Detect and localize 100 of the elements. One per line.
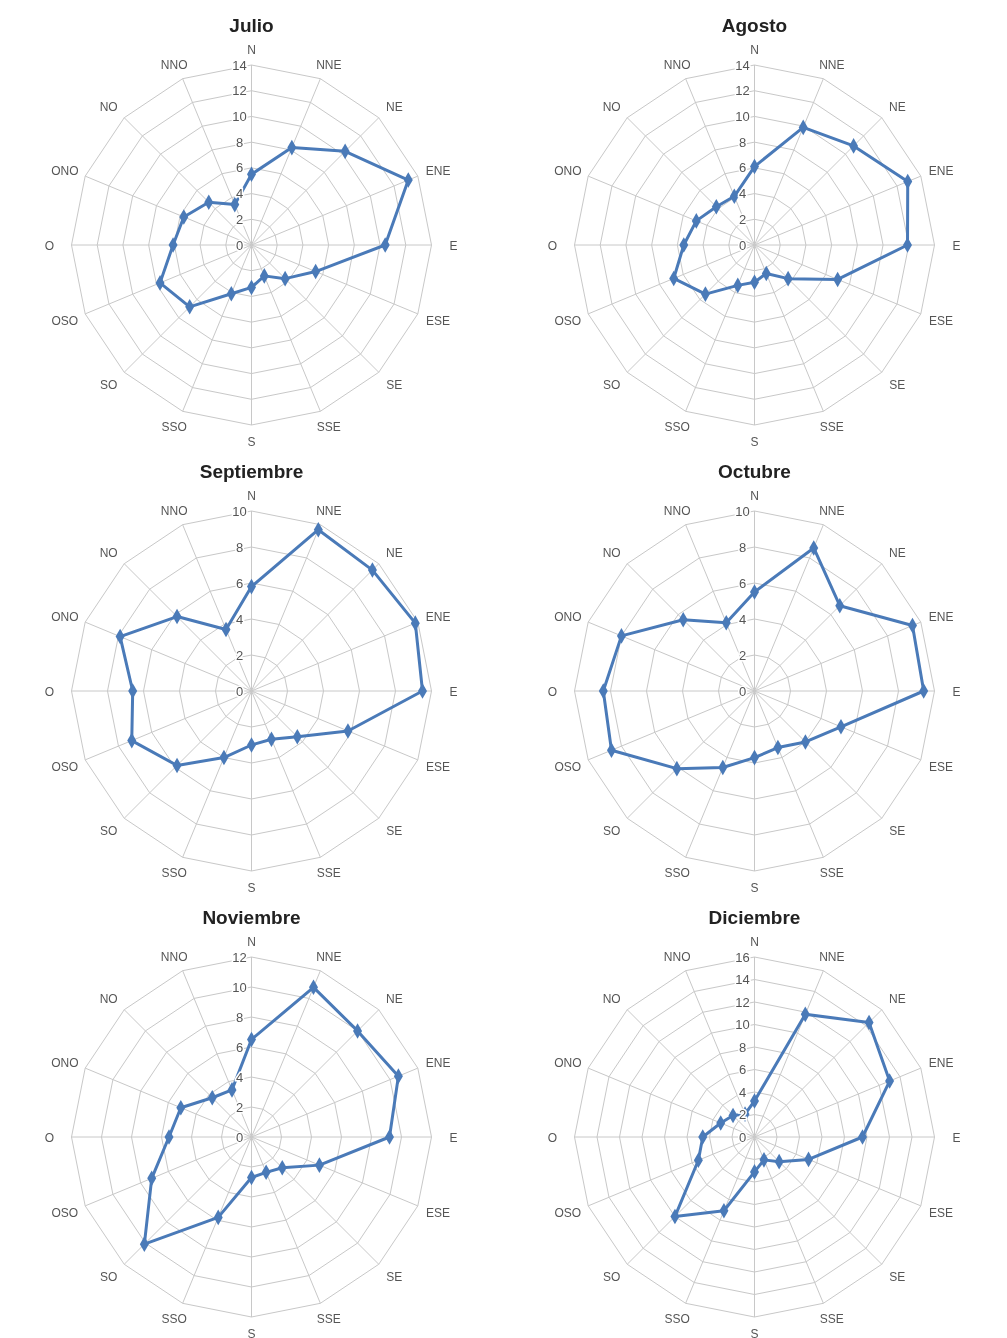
spoke-label: ESE	[929, 760, 954, 775]
spoke-label: S	[750, 435, 759, 449]
chart-title: Diciembre	[708, 907, 801, 928]
spoke-label: OSO	[51, 760, 79, 775]
spoke-label: S	[750, 1327, 759, 1338]
spoke-label: SE	[386, 1269, 403, 1284]
spoke-label: NNE	[316, 57, 342, 72]
spoke-label: ESE	[929, 1206, 954, 1221]
spoke-label: ENE	[928, 163, 954, 178]
y-tick-label: 2	[235, 1099, 244, 1115]
y-tick-label: 6	[235, 575, 244, 591]
y-tick-label: 14	[735, 57, 750, 73]
y-tick-label: 8	[738, 539, 747, 555]
spoke-label: ESE	[929, 314, 954, 329]
spoke-label: ONO	[51, 1055, 79, 1070]
y-tick-label: 6	[235, 1039, 244, 1055]
y-tick-label: 6	[738, 1062, 747, 1078]
y-tick-label: 12	[735, 994, 750, 1010]
y-tick-label: 14	[232, 57, 247, 73]
y-tick-label: 0	[235, 237, 244, 253]
spoke-label: NE	[386, 992, 403, 1007]
y-tick-label: 0	[235, 683, 244, 699]
spoke-label: NE	[889, 992, 906, 1007]
y-tick-label: 2	[738, 211, 747, 227]
spoke-label: ONO	[554, 609, 582, 624]
spoke-label: NNO	[160, 503, 188, 518]
y-tick-label: 2	[235, 647, 244, 663]
spoke-label: S	[247, 1327, 256, 1338]
y-tick-label: 6	[235, 160, 244, 176]
spoke-label: NNE	[819, 57, 845, 72]
spoke-label: ESE	[426, 314, 451, 329]
y-tick-label: 0	[738, 1129, 747, 1145]
spoke-label: E	[449, 239, 458, 253]
spoke-label: ESE	[426, 1206, 451, 1221]
spoke-label: O	[547, 1131, 558, 1145]
spoke-label: O	[547, 239, 558, 253]
spoke-label: N	[247, 935, 256, 949]
y-tick-label: 12	[232, 83, 247, 99]
spoke-label: SSO	[664, 866, 690, 881]
spoke-label: SO	[602, 823, 621, 838]
spoke-label: S	[750, 881, 759, 895]
spoke-label: NO	[99, 100, 118, 115]
spoke-label: ONO	[51, 163, 79, 178]
spoke-label: NE	[889, 100, 906, 115]
spoke-label: SSE	[819, 420, 844, 435]
spoke-label: N	[750, 43, 759, 57]
spoke-label: SE	[889, 377, 906, 392]
spoke-label: ENE	[928, 1055, 954, 1070]
spoke-label: NNE	[316, 503, 342, 518]
spoke-label: ENE	[425, 609, 451, 624]
y-tick-label: 10	[232, 108, 247, 124]
spoke-label: NE	[386, 546, 403, 561]
spoke-label: ENE	[425, 1055, 451, 1070]
spoke-label: SE	[386, 377, 403, 392]
chart-title: Noviembre	[202, 907, 301, 928]
spoke-label: OSO	[554, 760, 582, 775]
y-tick-label: 10	[735, 108, 750, 124]
spoke-label: N	[750, 935, 759, 949]
y-tick-label: 6	[738, 160, 747, 176]
spoke-label: NNO	[160, 57, 188, 72]
spoke-label: SO	[99, 823, 118, 838]
y-tick-label: 12	[735, 83, 750, 99]
spoke-label: SO	[99, 377, 118, 392]
y-tick-label: 2	[738, 1107, 747, 1123]
spoke-label: NNO	[160, 949, 188, 964]
spoke-label: E	[952, 239, 961, 253]
y-tick-label: 14	[735, 972, 750, 988]
spoke-label: SE	[889, 1269, 906, 1284]
spoke-label: OSO	[554, 314, 582, 329]
spoke-label: NNE	[819, 503, 845, 518]
spoke-label: E	[952, 685, 961, 699]
spoke-label: ESE	[426, 760, 451, 775]
spoke-label: ENE	[425, 163, 451, 178]
spoke-label: SSO	[161, 1312, 187, 1327]
y-tick-label: 10	[232, 503, 247, 519]
spoke-label: SSO	[161, 420, 187, 435]
spoke-label: E	[449, 685, 458, 699]
spoke-label: SE	[386, 823, 403, 838]
spoke-label: SE	[889, 823, 906, 838]
spoke-label: SSE	[316, 1312, 341, 1327]
chart-title: Septiembre	[199, 461, 304, 482]
spoke-label: OSO	[51, 1206, 79, 1221]
spoke-label: N	[247, 489, 256, 503]
y-tick-label: 4	[738, 1084, 747, 1100]
spoke-label: NNE	[819, 949, 845, 964]
spoke-label: O	[44, 1131, 55, 1145]
spoke-label: O	[44, 239, 55, 253]
spoke-label: S	[247, 881, 256, 895]
spoke-label: E	[449, 1131, 458, 1145]
spoke-label: SO	[602, 377, 621, 392]
spoke-label: SSO	[664, 1312, 690, 1327]
spoke-label: ENE	[928, 609, 954, 624]
y-tick-label: 8	[235, 1009, 244, 1025]
spoke-label: NO	[99, 546, 118, 561]
y-tick-label: 0	[738, 237, 747, 253]
spoke-label: NNE	[316, 949, 342, 964]
spoke-label: SSE	[316, 866, 341, 881]
chart-title: Agosto	[721, 15, 788, 36]
y-tick-label: 8	[738, 134, 747, 150]
y-tick-label: 2	[235, 211, 244, 227]
